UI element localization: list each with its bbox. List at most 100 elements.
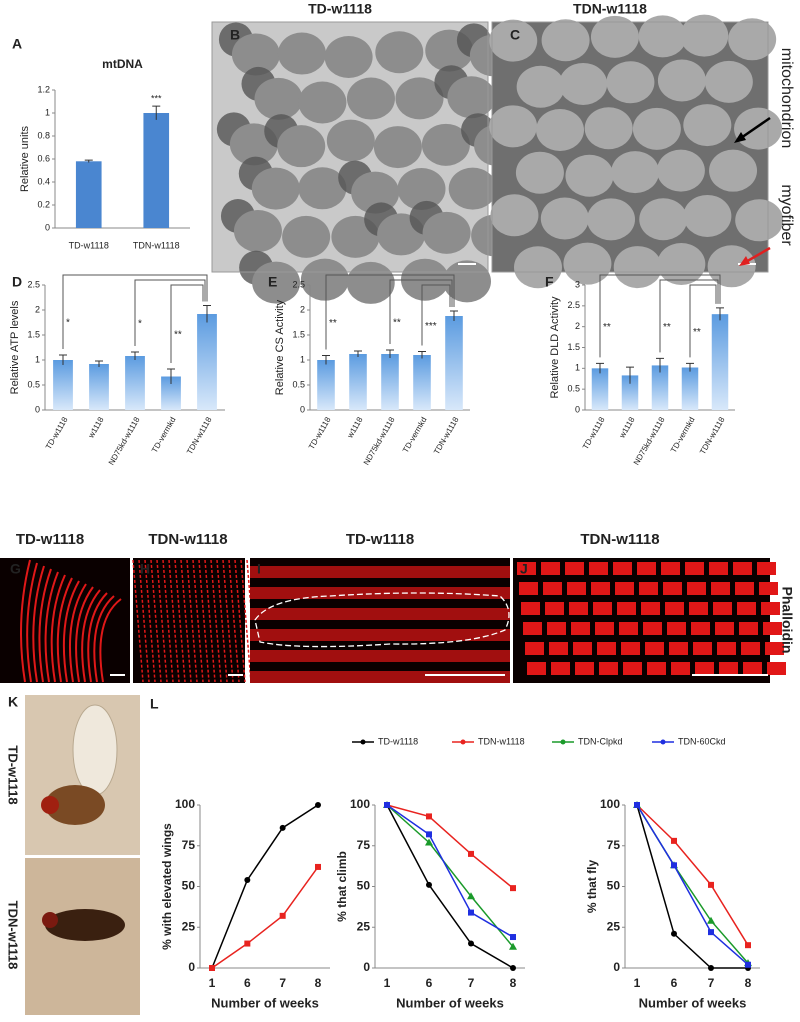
- sarcomere: [571, 622, 590, 635]
- myofibril: [639, 198, 688, 241]
- marker: [510, 885, 516, 892]
- error-bar: [418, 351, 426, 359]
- x-tick-label: 1: [384, 976, 391, 990]
- myofibril: [254, 77, 303, 120]
- actin: [168, 559, 180, 683]
- error-bar: [167, 368, 175, 384]
- myofibril: [657, 242, 706, 285]
- marker: [426, 813, 432, 820]
- error-bar: [354, 350, 362, 357]
- marker: [467, 892, 475, 900]
- actin: [138, 559, 150, 683]
- actin: [180, 559, 192, 683]
- actin: [62, 580, 80, 683]
- y-tick-label: 2: [300, 304, 305, 314]
- legend-label: TDN-Clpkd: [578, 736, 623, 746]
- y-tick-label: 75: [357, 838, 371, 852]
- x-tick-label: TD-w1118: [44, 415, 70, 451]
- actin: [99, 598, 122, 683]
- y-tick-label: 0.4: [37, 176, 50, 186]
- error-bar: [203, 305, 211, 323]
- fly-eye: [42, 912, 58, 928]
- legend-label: TD-w1118: [378, 736, 418, 746]
- actin: [234, 559, 246, 683]
- y-tick-label: 2.5: [567, 300, 580, 310]
- panel-label: L: [150, 696, 159, 712]
- y-axis-label: Relative ATP levels: [9, 300, 21, 394]
- x-tick-label: TD-vermkd: [669, 416, 697, 455]
- bar: [651, 365, 669, 410]
- y-tick-label: 0.5: [567, 384, 580, 394]
- y-tick-label: 0.2: [37, 199, 50, 209]
- actin: [156, 559, 168, 683]
- myofibril: [421, 123, 470, 166]
- marker: [426, 881, 432, 888]
- actin: [44, 571, 59, 683]
- actin: [32, 565, 45, 683]
- y-tick-label: 0: [45, 222, 50, 232]
- em-image: [492, 22, 768, 272]
- sarcomere: [595, 622, 614, 635]
- bar: [53, 360, 73, 410]
- y-axis-label: Relative CS Activity: [274, 299, 286, 395]
- y-tick-label: 0: [613, 960, 620, 974]
- legend-marker: [460, 739, 466, 745]
- bar: [75, 161, 102, 228]
- series-line: [636, 804, 749, 946]
- legend-marker: [360, 739, 366, 745]
- x-tick-label: TD-w1118: [69, 240, 109, 250]
- y-tick-label: 75: [607, 838, 621, 852]
- significance-bracket: [599, 274, 721, 358]
- x-tick-label: TD-vermkd: [150, 416, 178, 455]
- myofibril: [541, 19, 590, 62]
- error-bar: [95, 360, 103, 367]
- marker: [468, 909, 474, 916]
- myofibril: [351, 171, 400, 214]
- sarcomere: [599, 662, 618, 675]
- myofibril: [559, 62, 608, 105]
- bar: [349, 354, 367, 410]
- sarcomere: [543, 582, 562, 595]
- panel-label: A: [12, 36, 22, 52]
- sarcomere: [737, 602, 756, 615]
- sarcomere: [637, 562, 656, 575]
- bar: [161, 376, 181, 410]
- y-axis-label: % with elevated wings: [160, 823, 174, 950]
- myofibril: [657, 59, 706, 102]
- bar: [89, 364, 109, 410]
- em-frame: [211, 21, 489, 273]
- sarcomere: [765, 642, 784, 655]
- sarcomere: [715, 622, 734, 635]
- sarcomere: [623, 662, 642, 675]
- myofibril: [587, 198, 636, 241]
- sarcomere: [575, 662, 594, 675]
- x-axis-label: Number of weeks: [396, 995, 504, 1010]
- sarcomere: [521, 602, 540, 615]
- x-axis-label: Number of weeks: [211, 995, 319, 1010]
- myofibril: [680, 14, 729, 57]
- significance-label: **: [663, 322, 671, 333]
- marker: [509, 942, 517, 950]
- actin: [198, 559, 210, 683]
- y-tick-label: 50: [607, 879, 621, 893]
- sarcomere: [763, 622, 782, 635]
- myofibril: [540, 197, 589, 240]
- y-tick-label: 1: [35, 354, 40, 364]
- marker: [510, 934, 516, 941]
- error-bar: [450, 310, 458, 321]
- sarcomere: [643, 622, 662, 635]
- marker: [468, 940, 474, 947]
- sarcomere: [761, 602, 780, 615]
- myofibril: [277, 125, 326, 168]
- sarcomere: [519, 582, 538, 595]
- x-tick-label: ND75kd-w1118: [632, 415, 667, 467]
- marker: [708, 881, 714, 888]
- y-tick-label: 100: [600, 797, 620, 811]
- myofibril: [346, 261, 395, 304]
- y-tick-label: 1.5: [292, 329, 305, 339]
- myofibril: [734, 107, 783, 150]
- myofibril: [563, 242, 612, 285]
- actin: [26, 562, 38, 683]
- x-tick-label: 6: [671, 976, 678, 990]
